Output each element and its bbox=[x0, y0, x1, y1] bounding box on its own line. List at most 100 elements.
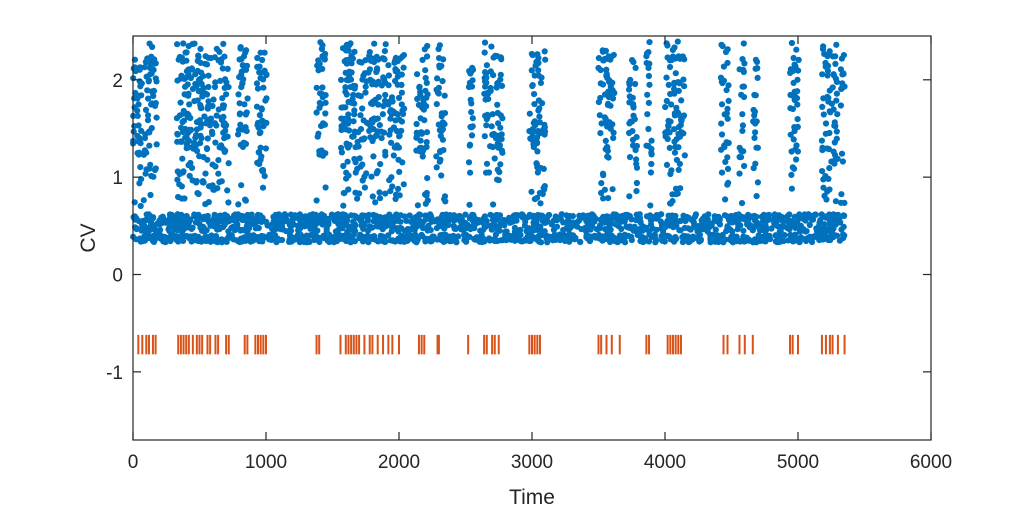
scatter-point bbox=[174, 130, 181, 137]
scatter-point bbox=[401, 238, 408, 245]
scatter-point bbox=[522, 218, 529, 225]
scatter-point bbox=[370, 211, 377, 219]
scatter-point bbox=[213, 221, 220, 228]
scatter-point bbox=[369, 193, 376, 200]
scatter-point bbox=[671, 126, 678, 133]
scatter-point bbox=[645, 64, 652, 71]
scatter-point bbox=[628, 237, 635, 244]
scatter-point bbox=[439, 126, 446, 133]
scatter-point bbox=[666, 222, 673, 229]
scatter-point bbox=[215, 170, 222, 177]
scatter-point bbox=[392, 54, 399, 62]
scatter-point bbox=[633, 164, 641, 171]
scatter-point bbox=[241, 101, 248, 108]
scatter-point bbox=[729, 215, 736, 222]
scatter-point bbox=[439, 78, 446, 85]
scatter-point bbox=[597, 67, 604, 74]
scatter-point bbox=[376, 189, 383, 196]
scatter-point bbox=[142, 106, 150, 113]
scatter-point bbox=[662, 133, 669, 140]
scatter-point bbox=[266, 231, 273, 238]
scatter-point bbox=[239, 126, 246, 133]
scatter-point bbox=[340, 202, 347, 209]
scatter-point bbox=[678, 116, 685, 123]
scatter-point bbox=[671, 86, 678, 93]
scatter-point bbox=[741, 60, 748, 67]
scatter-point bbox=[325, 216, 332, 224]
scatter-point bbox=[497, 71, 504, 78]
scatter-point bbox=[439, 119, 446, 126]
scatter-point bbox=[197, 87, 204, 95]
scatter-point bbox=[673, 235, 680, 243]
scatter-point bbox=[672, 70, 679, 77]
scatter-point bbox=[629, 57, 636, 64]
scatter-point bbox=[193, 142, 200, 149]
scatter-point bbox=[418, 104, 426, 111]
scatter-point bbox=[433, 164, 440, 171]
scatter-point bbox=[179, 118, 186, 126]
scatter-point bbox=[664, 232, 671, 239]
scatter-point bbox=[740, 233, 747, 240]
scatter-point bbox=[824, 145, 831, 152]
scatter-point bbox=[599, 81, 607, 88]
scatter-point bbox=[526, 213, 533, 220]
scatter-point bbox=[302, 233, 310, 240]
scatter-point bbox=[347, 226, 354, 233]
scatter-point bbox=[209, 102, 216, 110]
scatter-point bbox=[221, 120, 228, 127]
scatter-point bbox=[493, 226, 500, 233]
scatter-point bbox=[511, 237, 518, 244]
scatter-point bbox=[205, 83, 212, 91]
scatter-point bbox=[468, 68, 475, 75]
scatter-point bbox=[599, 47, 606, 54]
scatter-point bbox=[145, 112, 152, 119]
scatter-point bbox=[648, 160, 655, 168]
scatter-point bbox=[787, 131, 794, 138]
scatter-point bbox=[228, 234, 235, 241]
scatter-point bbox=[463, 238, 470, 245]
scatter-point bbox=[396, 225, 403, 232]
scatter-point bbox=[724, 59, 731, 67]
scatter-point bbox=[428, 238, 435, 245]
scatter-point bbox=[147, 59, 154, 67]
scatter-point bbox=[141, 237, 148, 244]
scatter-point bbox=[483, 169, 490, 176]
scatter-point bbox=[308, 231, 315, 238]
scatter-point bbox=[177, 99, 184, 106]
scatter-point bbox=[645, 72, 653, 80]
scatter-point bbox=[418, 130, 425, 137]
scatter-point bbox=[397, 212, 404, 219]
scatter-point bbox=[776, 228, 783, 235]
scatter-point bbox=[827, 109, 834, 116]
scatter-point bbox=[679, 234, 686, 241]
scatter-point bbox=[315, 67, 322, 74]
scatter-point bbox=[233, 237, 241, 244]
scatter-point bbox=[371, 40, 378, 47]
scatter-point bbox=[422, 235, 429, 243]
scatter-point bbox=[149, 43, 156, 51]
scatter-point bbox=[489, 111, 496, 118]
scatter-point bbox=[358, 136, 365, 143]
scatter-point bbox=[395, 144, 402, 151]
scatter-point bbox=[423, 79, 430, 86]
scatter-point bbox=[653, 237, 660, 244]
scatter-point bbox=[350, 237, 357, 244]
scatter-point bbox=[520, 213, 527, 220]
scatter-point bbox=[694, 228, 701, 235]
scatter-point bbox=[643, 59, 650, 67]
scatter-point bbox=[342, 104, 349, 111]
scatter-point bbox=[259, 56, 266, 64]
scatter-point bbox=[714, 218, 722, 225]
scatter-point bbox=[392, 117, 399, 124]
scatter-point bbox=[398, 81, 405, 88]
scatter-point bbox=[259, 184, 267, 191]
scatter-point bbox=[436, 62, 443, 69]
scatter-point bbox=[575, 217, 583, 224]
scatter-point bbox=[436, 42, 443, 49]
scatter-point bbox=[343, 175, 350, 182]
scatter-point bbox=[741, 162, 748, 170]
scatter-point bbox=[592, 215, 599, 222]
scatter-point bbox=[195, 76, 203, 84]
scatter-point bbox=[462, 211, 469, 218]
scatter-point bbox=[141, 135, 148, 142]
